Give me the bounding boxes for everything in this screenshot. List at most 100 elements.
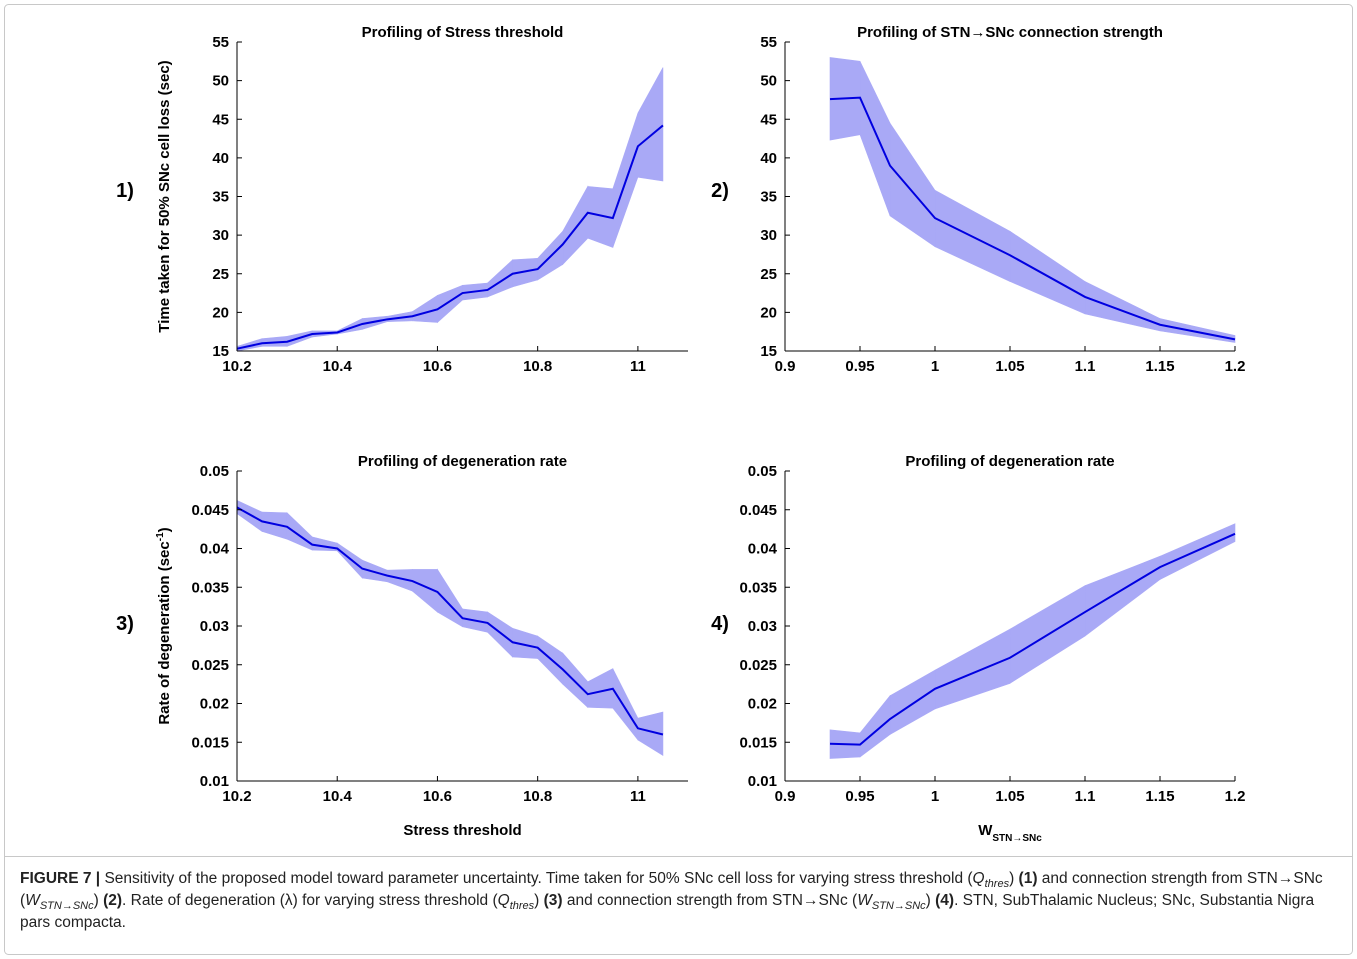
x-tick-label: 10.4 (323, 788, 353, 805)
y-tick-label: 0.01 (748, 773, 777, 790)
uncertainty-band (859, 61, 891, 216)
caption-text: Q (497, 892, 510, 909)
caption-text: STN→SNc (871, 900, 926, 913)
y-tick-label: 15 (212, 343, 229, 360)
caption-text: (4) (935, 892, 955, 909)
mean-line (236, 124, 664, 350)
chart-title: Profiling of degeneration rate (358, 453, 567, 470)
uncertainty-band (537, 635, 564, 685)
uncertainty-band (612, 668, 639, 741)
y-tick-label: 0.015 (191, 734, 229, 751)
x-tick-label: 0.95 (845, 358, 874, 375)
uncertainty-band (889, 669, 936, 736)
x-tick-label: 1.2 (1225, 358, 1246, 375)
y-tick-label: 45 (760, 111, 777, 128)
y-tick-label: 0.04 (200, 541, 230, 558)
uncertainty-band (336, 542, 363, 579)
x-tick-label: 10.4 (323, 358, 353, 375)
caption-text: ) (925, 892, 936, 909)
x-axis-label: WSTN→SNc (978, 822, 1042, 844)
uncertainty-band (934, 628, 1011, 710)
caption-text: W (857, 892, 872, 909)
uncertainty-band (1159, 318, 1236, 343)
y-tick-label: 30 (760, 227, 777, 244)
caption-text: Sensitivity of the proposed model toward… (100, 870, 973, 887)
uncertainty-band (1084, 555, 1161, 637)
x-axis-label: Stress threshold (403, 822, 521, 839)
x-tick-label: 1.05 (995, 788, 1024, 805)
panel-label: 1) (116, 180, 134, 202)
figure-border (4, 4, 1353, 955)
mean-line (236, 506, 664, 736)
y-tick-label: 15 (760, 343, 777, 360)
caption-text: and connection strength from STN→SNc ( (20, 870, 1323, 909)
y-tick-label: 55 (760, 34, 777, 51)
x-tick-label: 1.15 (1145, 358, 1174, 375)
chart-title: Profiling of STN→SNc connection strength (857, 24, 1163, 41)
y-tick-label: 0.01 (200, 773, 229, 790)
caption-text: . Rate of degeneration (λ) for varying s… (122, 892, 498, 909)
uncertainty-band (437, 284, 463, 324)
y-tick-label: 50 (212, 73, 229, 90)
y-tick-label: 20 (212, 304, 229, 321)
uncertainty-band (889, 122, 936, 248)
y-tick-label: 0.035 (739, 579, 777, 596)
caption-text: thres (984, 878, 1010, 891)
caption-text: (2) (103, 892, 123, 909)
uncertainty-band (1084, 280, 1161, 332)
x-tick-label: 10.6 (423, 358, 452, 375)
x-axis-label-text: Stress threshold (403, 822, 521, 839)
caption: FIGURE 7 | Sensitivity of the proposed m… (20, 868, 1338, 934)
x-tick-label: 10.6 (423, 788, 452, 805)
caption-text: STN→SNc (39, 900, 94, 913)
x-tick-label: 0.9 (775, 788, 796, 805)
y-tick-label: 0.05 (200, 463, 229, 480)
y-tick-label: 0.035 (191, 579, 229, 596)
y-tick-label: 25 (760, 266, 777, 283)
caption-text: thres (509, 900, 535, 913)
x-tick-label: 1.1 (1075, 358, 1096, 375)
y-tick-label: 40 (760, 150, 777, 167)
caption-text: (1) (1018, 870, 1038, 887)
y-axis-label-text: Rate of degeneration (sec (156, 541, 173, 724)
uncertainty-band (637, 711, 664, 756)
y-tick-label: 0.025 (191, 657, 229, 674)
panel-label: 4) (711, 613, 729, 635)
x-tick-label: 10.2 (222, 788, 251, 805)
uncertainty-band (361, 559, 388, 583)
y-tick-label: 0.02 (200, 696, 229, 713)
caption-text: FIGURE 7 | (20, 870, 101, 887)
caption-text: W (25, 892, 40, 909)
y-tick-label: 35 (212, 189, 229, 206)
y-tick-label: 0.02 (748, 696, 777, 713)
uncertainty-band (437, 568, 463, 628)
y-axis-label-text: Time taken for 50% SNc cell loss (sec) (156, 60, 173, 332)
panel-label: 2) (711, 180, 729, 202)
y-axis-label: Rate of degeneration (sec-1) (155, 527, 173, 724)
panel-label: 3) (116, 613, 134, 635)
x-tick-label: 0.95 (845, 788, 874, 805)
x-tick-label: 10.8 (523, 358, 552, 375)
y-tick-label: 40 (212, 150, 229, 167)
x-tick-label: 0.9 (775, 358, 796, 375)
y-tick-label: 0.03 (748, 618, 777, 635)
y-tick-label: 0.015 (739, 734, 777, 751)
x-tick-label: 10.2 (222, 358, 251, 375)
x-tick-label: 1 (931, 358, 939, 375)
y-tick-label: 0.05 (748, 463, 777, 480)
y-tick-label: 45 (212, 111, 229, 128)
y-tick-label: 0.045 (191, 502, 229, 519)
mean-line (829, 96, 1236, 341)
uncertainty-band (1159, 523, 1236, 580)
uncertainty-band (236, 499, 263, 533)
y-tick-label: 50 (760, 73, 777, 90)
y-tick-label: 0.03 (200, 618, 229, 635)
uncertainty-band (637, 67, 664, 182)
x-tick-label: 11 (630, 788, 646, 805)
y-tick-label: 25 (212, 266, 229, 283)
x-tick-label: 1.2 (1225, 788, 1246, 805)
caption-text: ) (534, 892, 544, 909)
caption-text: . STN, SubThalamic Nucleus; SNc, Substan… (20, 892, 1315, 931)
